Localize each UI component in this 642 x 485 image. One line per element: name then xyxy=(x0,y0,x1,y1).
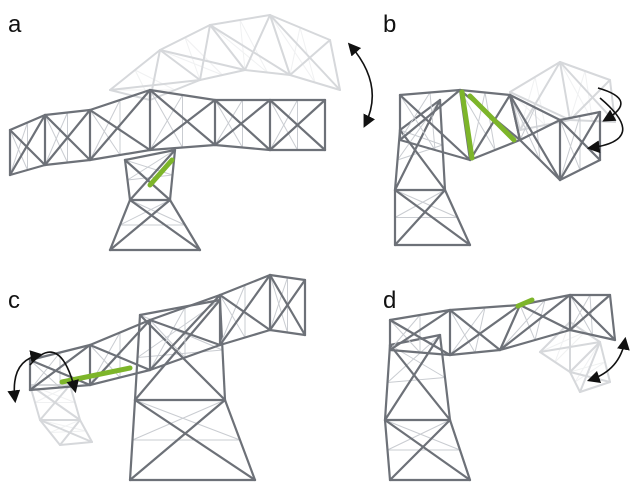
arrow xyxy=(590,98,623,148)
arrow xyxy=(350,45,372,125)
strut xyxy=(133,400,226,440)
strut xyxy=(330,40,340,90)
panel-label: c xyxy=(8,287,20,314)
strut xyxy=(210,25,268,73)
strut xyxy=(45,113,68,166)
strut xyxy=(510,62,560,92)
panel-label: d xyxy=(383,287,396,314)
strut xyxy=(390,345,450,420)
strut xyxy=(400,130,445,190)
strut xyxy=(500,330,570,350)
strut xyxy=(440,100,445,190)
strut xyxy=(390,335,440,345)
strut xyxy=(210,25,290,75)
truss-structures xyxy=(10,15,615,480)
strut xyxy=(535,108,540,161)
strut xyxy=(270,15,290,75)
ghost-truss xyxy=(540,322,610,392)
strut xyxy=(610,295,615,340)
strut xyxy=(60,442,92,445)
strut xyxy=(500,295,570,350)
strut xyxy=(520,305,570,330)
motion-arrows xyxy=(14,45,625,400)
strut xyxy=(580,382,610,392)
solid-truss xyxy=(130,300,255,480)
solid-truss xyxy=(110,150,200,250)
strut xyxy=(470,140,520,160)
strut xyxy=(30,360,60,388)
strut xyxy=(160,25,210,50)
strut xyxy=(540,352,570,372)
panel-label: a xyxy=(8,11,22,38)
figure: a b c d xyxy=(0,0,642,485)
strut xyxy=(600,342,610,382)
ghost-truss xyxy=(110,15,340,100)
strut xyxy=(570,120,615,122)
solid-truss xyxy=(385,335,470,480)
strut xyxy=(200,70,245,80)
solid-truss xyxy=(30,275,305,390)
strut xyxy=(270,278,288,331)
active-strut xyxy=(518,300,532,306)
ghost-truss xyxy=(30,385,92,445)
strut xyxy=(270,15,330,40)
strut xyxy=(200,25,210,80)
strut xyxy=(90,110,120,155)
panel-label: b xyxy=(383,11,396,38)
solid-truss xyxy=(510,95,600,180)
strut xyxy=(245,15,270,70)
strut xyxy=(395,190,445,218)
